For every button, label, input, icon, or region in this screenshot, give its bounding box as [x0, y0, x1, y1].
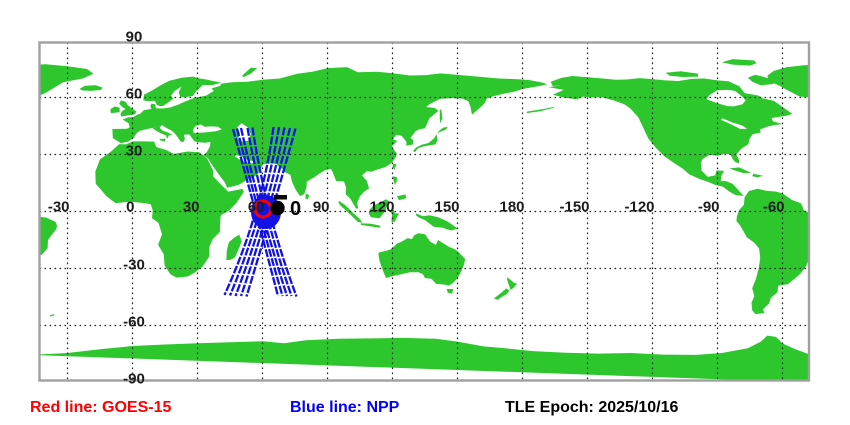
epoch-marker-bar: [274, 195, 287, 200]
longitude-label: -120: [624, 199, 654, 216]
legend-npp: Blue line: NPP: [290, 399, 400, 416]
water-body: [192, 124, 222, 133]
landmass: [79, 85, 103, 91]
landmass: [378, 233, 466, 286]
landmass: [415, 213, 458, 231]
landmass: [159, 138, 166, 142]
landmass: [830, 314, 835, 316]
landmass: [446, 289, 454, 294]
landmass: [493, 288, 510, 300]
landmass: [729, 167, 752, 174]
landmass: [305, 193, 310, 200]
landmass: [665, 71, 698, 77]
landmass: [40, 64, 94, 96]
landmass: [368, 199, 391, 219]
landmass: [40, 335, 808, 380]
longitude-label: -60: [763, 199, 785, 216]
landmass: [40, 216, 58, 256]
longitude-label: 0: [126, 199, 134, 216]
landmass: [506, 277, 518, 290]
landmass: [392, 164, 397, 170]
landmass: [95, 141, 244, 278]
water-body: [186, 135, 192, 143]
longitude-label: 90: [313, 199, 330, 216]
landmass: [110, 106, 120, 114]
latitude-label: -60: [123, 314, 145, 331]
longitude-label: 180: [499, 199, 524, 216]
map-clip-group: 0: [0, 43, 850, 383]
landmass: [49, 314, 55, 317]
water-body: [706, 89, 746, 107]
longitude-label: 120: [369, 199, 394, 216]
landmass: [526, 106, 555, 114]
landmass: [767, 65, 808, 98]
landmass: [721, 59, 757, 66]
landmass: [548, 76, 793, 197]
longitude-label: 60: [248, 199, 265, 216]
legend-goes15: Red line: GOES-15: [30, 399, 172, 416]
longitude-label: -90: [698, 199, 720, 216]
water-body: [720, 118, 748, 129]
landmass: [413, 127, 448, 153]
longitude-label: 150: [434, 199, 459, 216]
landmass: [0, 76, 12, 196]
landmass: [226, 234, 242, 261]
water-body: [237, 123, 251, 142]
map-frame: [38, 41, 811, 382]
latitude-label: -90: [123, 371, 145, 388]
latitude-label: 60: [126, 86, 143, 103]
latitude-label: 90: [126, 29, 143, 46]
longitude-label: 30: [183, 199, 200, 216]
landmass: [747, 74, 779, 86]
landmass: [241, 67, 258, 77]
landmass: [360, 223, 381, 228]
npp-ground-track: [246, 127, 293, 297]
landmass: [143, 76, 222, 107]
landmass: [392, 176, 397, 185]
landmass: [148, 124, 173, 139]
latitude-label: -30: [123, 257, 145, 274]
legend-tle-epoch: TLE Epoch: 2025/10/16: [505, 399, 679, 416]
landmass: [752, 173, 764, 178]
landmass: [439, 109, 443, 124]
longitude-label: -150: [559, 199, 589, 216]
landmass: [119, 100, 136, 117]
epoch-marker-label: 0: [290, 198, 301, 220]
latitude-label: 30: [126, 143, 143, 160]
landmass: [112, 67, 548, 209]
epoch-marker-dot: [270, 200, 285, 216]
landmass: [396, 194, 407, 201]
longitude-label: -30: [48, 199, 70, 216]
npp-ground-track: [251, 127, 298, 297]
landmass: [736, 188, 808, 315]
landmass: [811, 336, 850, 383]
